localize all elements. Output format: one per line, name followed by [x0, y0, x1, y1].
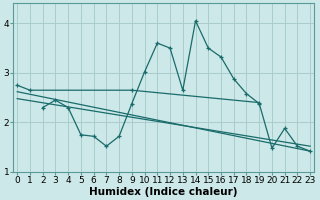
X-axis label: Humidex (Indice chaleur): Humidex (Indice chaleur): [90, 187, 238, 197]
